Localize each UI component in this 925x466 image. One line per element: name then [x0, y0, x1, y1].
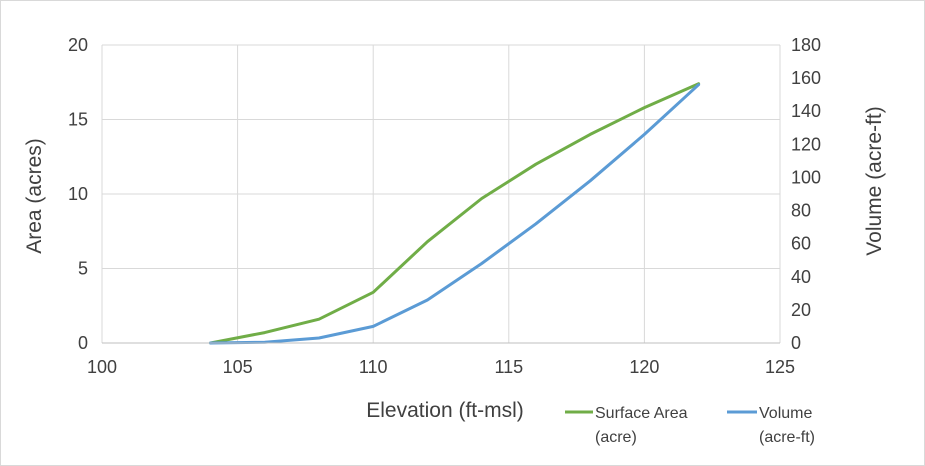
legend-label-volume-line2: (acre-ft): [759, 429, 815, 446]
x-tick-label: 105: [223, 357, 253, 377]
y-left-tick-label: 10: [68, 184, 88, 204]
x-axis-title: Elevation (ft-msl): [366, 399, 524, 422]
y-right-tick-label: 120: [791, 134, 821, 154]
x-tick-label: 120: [629, 357, 659, 377]
y-left-tick-label: 0: [78, 333, 88, 353]
y-left-tick-label: 15: [68, 110, 88, 130]
series-line-volume: [209, 83, 701, 345]
legend-label-surface-area-line2: (acre): [595, 429, 637, 446]
y-left-tick-label: 5: [78, 259, 88, 279]
y-right-tick-label: 20: [791, 300, 811, 320]
series-line-surface-area: [209, 82, 701, 345]
y-right-axis-title: Volume (acre-ft): [863, 106, 886, 255]
y-right-tick-label: 160: [791, 68, 821, 88]
y-left-axis-title: Area (acres): [23, 138, 46, 254]
y-right-tick-label: 80: [791, 201, 811, 221]
legend: Surface Area (acre) Volume (acre-ft): [565, 405, 815, 446]
x-tick-label: 100: [87, 357, 117, 377]
y-left-tick-label: 20: [68, 35, 88, 55]
series-lines: [209, 82, 701, 345]
x-tick-label: 115: [494, 357, 523, 377]
x-tick-label: 110: [359, 357, 388, 377]
y-right-tick-label: 100: [791, 167, 821, 187]
x-tick-label: 125: [765, 357, 795, 377]
gridlines: [101, 44, 781, 344]
legend-label-surface-area-line1: Surface Area: [595, 405, 688, 422]
y-right-tick-label: 140: [791, 101, 821, 121]
y-right-tick-label: 0: [791, 333, 801, 353]
legend-label-volume-line1: Volume: [759, 405, 812, 422]
y-right-tick-label: 180: [791, 35, 821, 55]
tick-labels: 0 5 10 15 20 100 105 110 115 120 125 0 20 40 60 80 100 12…: [68, 35, 821, 377]
y-right-tick-label: 60: [791, 234, 811, 254]
y-right-tick-label: 40: [791, 267, 811, 287]
